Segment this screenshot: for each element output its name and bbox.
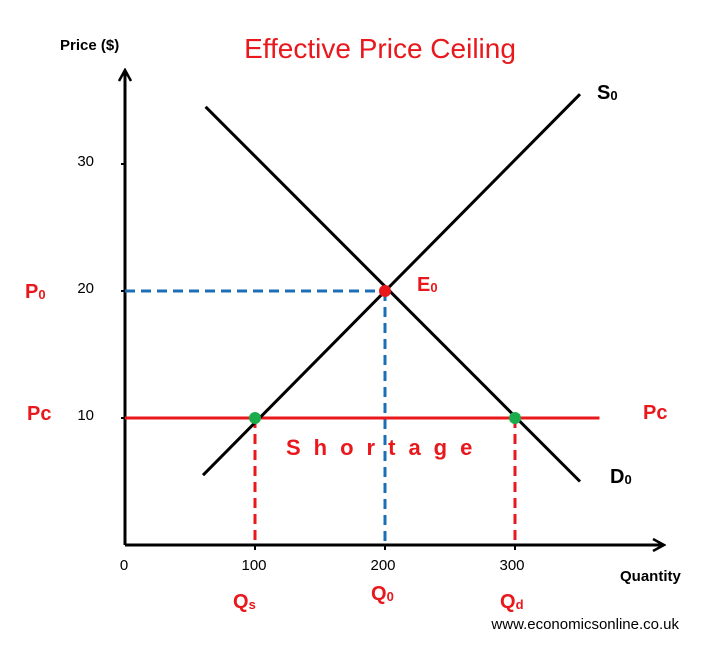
x-axis-label: Quantity bbox=[620, 568, 681, 585]
demand-curve-label: D0 bbox=[610, 466, 632, 488]
shortage-annotation: Shortage bbox=[286, 435, 485, 460]
supply-curve-label: S0 bbox=[597, 82, 618, 104]
x-tick-label-300: 300 bbox=[499, 557, 524, 574]
equilibrium-label: E0 bbox=[417, 274, 438, 296]
chart-title: Effective Price Ceiling bbox=[244, 33, 516, 64]
x-tick-label-0: 0 bbox=[120, 557, 128, 574]
y-axis-label: Price ($) bbox=[60, 37, 119, 54]
demand-curve bbox=[204, 105, 582, 483]
supply-curve bbox=[201, 93, 582, 477]
price-ceiling-right-label: Pc bbox=[643, 402, 667, 424]
equilibrium-quantity-label: Q0 bbox=[371, 583, 394, 605]
x-tick-label-100: 100 bbox=[241, 557, 266, 574]
price-ceiling-left-label: Pc bbox=[27, 403, 51, 425]
y-tick-label-30: 30 bbox=[77, 153, 94, 170]
y-tick-label-20: 20 bbox=[77, 280, 94, 297]
quantity-supplied-label: Qs bbox=[233, 591, 256, 613]
quantity-supplied-point bbox=[249, 412, 261, 424]
x-tick-label-200: 200 bbox=[370, 557, 395, 574]
source-url: www.economicsonline.co.uk bbox=[490, 616, 679, 633]
quantity-demanded-point bbox=[509, 412, 521, 424]
quantity-demanded-label: Qd bbox=[500, 591, 524, 613]
equilibrium-point bbox=[379, 285, 391, 297]
equilibrium-price-label: P0 bbox=[25, 281, 46, 303]
y-tick-label-10: 10 bbox=[77, 407, 94, 424]
